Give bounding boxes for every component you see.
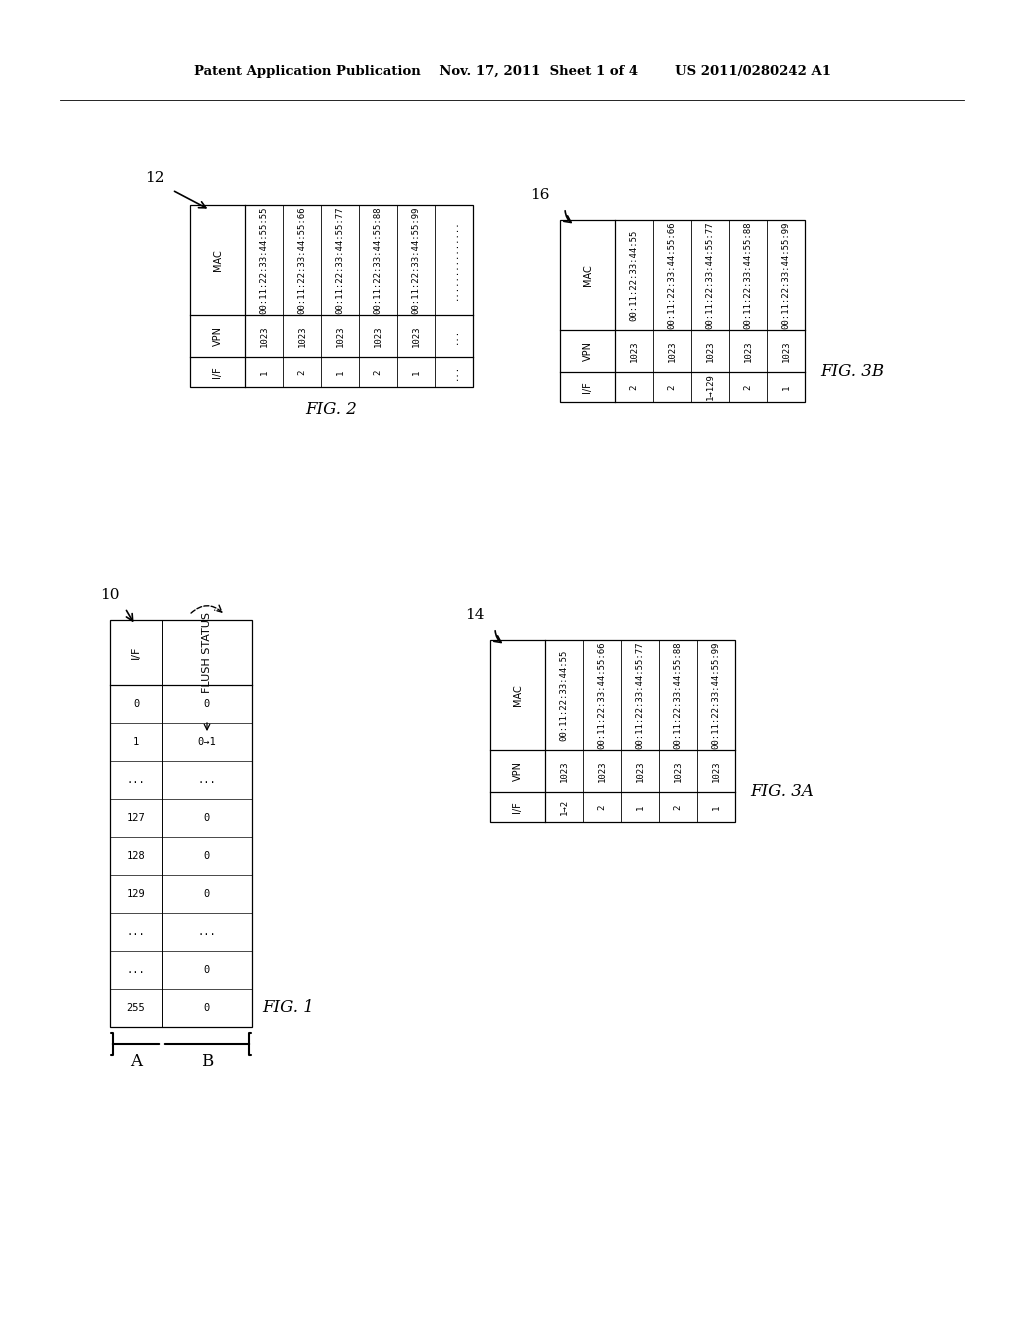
Text: 1023: 1023 (336, 325, 344, 347)
Text: I/F: I/F (213, 366, 222, 378)
Text: 12: 12 (145, 172, 165, 185)
Text: FIG. 1: FIG. 1 (262, 998, 314, 1015)
Text: 00:11:22:33:44:55:77: 00:11:22:33:44:55:77 (336, 206, 344, 314)
Text: VPN: VPN (512, 762, 522, 781)
Bar (560, 220, 805, 403)
Bar (490, 640, 735, 822)
Text: 255: 255 (127, 1003, 145, 1012)
Text: 1: 1 (259, 370, 268, 375)
Text: 14: 14 (466, 609, 485, 622)
Text: 1: 1 (336, 370, 344, 375)
Text: I/F: I/F (131, 645, 141, 659)
Text: 1: 1 (133, 737, 139, 747)
Text: ...: ... (450, 364, 459, 380)
Text: 1023: 1023 (712, 760, 721, 781)
Text: 00:11:22:33:44:55:77: 00:11:22:33:44:55:77 (636, 642, 644, 748)
Text: 2: 2 (374, 370, 383, 375)
Text: ...: ... (198, 927, 216, 937)
Text: A: A (130, 1052, 142, 1069)
Text: 00:11:22:33:44:55:88: 00:11:22:33:44:55:88 (743, 222, 753, 329)
Text: MAC: MAC (512, 684, 522, 706)
Text: 1023: 1023 (259, 325, 268, 347)
Text: 00:11:22:33:44:55:66: 00:11:22:33:44:55:66 (668, 222, 677, 329)
Text: 00:11:22:33:44:55:99: 00:11:22:33:44:55:99 (712, 642, 721, 748)
Text: 1023: 1023 (781, 341, 791, 362)
Text: FIG. 3B: FIG. 3B (820, 363, 884, 380)
Text: 2: 2 (743, 384, 753, 389)
Text: MAC: MAC (213, 249, 222, 271)
Text: 00:11:22:33:44:55:88: 00:11:22:33:44:55:88 (374, 206, 383, 314)
Text: 1: 1 (781, 384, 791, 389)
Text: 2: 2 (674, 804, 683, 809)
Text: ...............: ............... (450, 219, 459, 301)
Text: I/F: I/F (512, 801, 522, 813)
Text: 0: 0 (133, 700, 139, 709)
Text: 1023: 1023 (597, 760, 606, 781)
Text: 00:11:22:33:44:55:55: 00:11:22:33:44:55:55 (259, 206, 268, 314)
Text: 1→2: 1→2 (559, 799, 568, 814)
Text: B: B (201, 1052, 213, 1069)
Text: 1: 1 (636, 804, 644, 809)
Text: 0: 0 (204, 965, 210, 975)
Text: ...: ... (127, 965, 145, 975)
Text: VPN: VPN (583, 341, 593, 360)
Text: ...: ... (198, 775, 216, 785)
Text: 2: 2 (668, 384, 677, 389)
Text: 0: 0 (204, 1003, 210, 1012)
Text: 16: 16 (530, 187, 550, 202)
Bar (110, 620, 252, 1027)
Text: 00:11:22:33:44:55:66: 00:11:22:33:44:55:66 (298, 206, 306, 314)
Text: FLUSH STATUS: FLUSH STATUS (202, 612, 212, 693)
Text: 10: 10 (100, 587, 120, 602)
Bar (190, 205, 473, 387)
Text: 127: 127 (127, 813, 145, 822)
Text: FIG. 2: FIG. 2 (305, 400, 357, 417)
Text: Patent Application Publication    Nov. 17, 2011  Sheet 1 of 4        US 2011/028: Patent Application Publication Nov. 17, … (194, 66, 830, 78)
Text: 2: 2 (597, 804, 606, 809)
Text: 00:11:22:33:44:55:99: 00:11:22:33:44:55:99 (412, 206, 421, 314)
Text: 0: 0 (204, 700, 210, 709)
Text: FIG. 3A: FIG. 3A (750, 784, 814, 800)
Text: 0: 0 (204, 851, 210, 861)
Text: 1: 1 (712, 804, 721, 809)
Text: 1023: 1023 (412, 325, 421, 347)
Text: ...: ... (127, 927, 145, 937)
Text: 128: 128 (127, 851, 145, 861)
Text: 2: 2 (298, 370, 306, 375)
Text: VPN: VPN (213, 326, 222, 346)
Text: 00:11:22:33:44:55:99: 00:11:22:33:44:55:99 (781, 222, 791, 329)
Text: 1023: 1023 (636, 760, 644, 781)
Text: 1→129: 1→129 (706, 374, 715, 400)
Text: MAC: MAC (583, 264, 593, 286)
Text: 129: 129 (127, 888, 145, 899)
Text: 0→1: 0→1 (198, 737, 216, 747)
Text: 1023: 1023 (674, 760, 683, 781)
Text: 0: 0 (204, 813, 210, 822)
Text: I/F: I/F (583, 381, 593, 393)
Text: 1023: 1023 (298, 325, 306, 347)
Text: 1023: 1023 (668, 341, 677, 362)
Text: 1023: 1023 (706, 341, 715, 362)
Text: 00:11:22:33:44:55:66: 00:11:22:33:44:55:66 (597, 642, 606, 748)
Text: 00:11:22:33:44:55:77: 00:11:22:33:44:55:77 (706, 222, 715, 329)
Text: 1023: 1023 (743, 341, 753, 362)
Text: 2: 2 (630, 384, 639, 389)
Text: 1023: 1023 (559, 760, 568, 781)
Text: 1023: 1023 (374, 325, 383, 347)
Text: 0: 0 (204, 888, 210, 899)
Text: 00:11:22:33:44:55: 00:11:22:33:44:55 (559, 649, 568, 741)
Text: ...: ... (450, 327, 459, 345)
Text: 1023: 1023 (630, 341, 639, 362)
Text: 1: 1 (412, 370, 421, 375)
Text: 00:11:22:33:44:55:88: 00:11:22:33:44:55:88 (674, 642, 683, 748)
Text: ...: ... (127, 775, 145, 785)
Text: 00:11:22:33:44:55: 00:11:22:33:44:55 (630, 230, 639, 321)
